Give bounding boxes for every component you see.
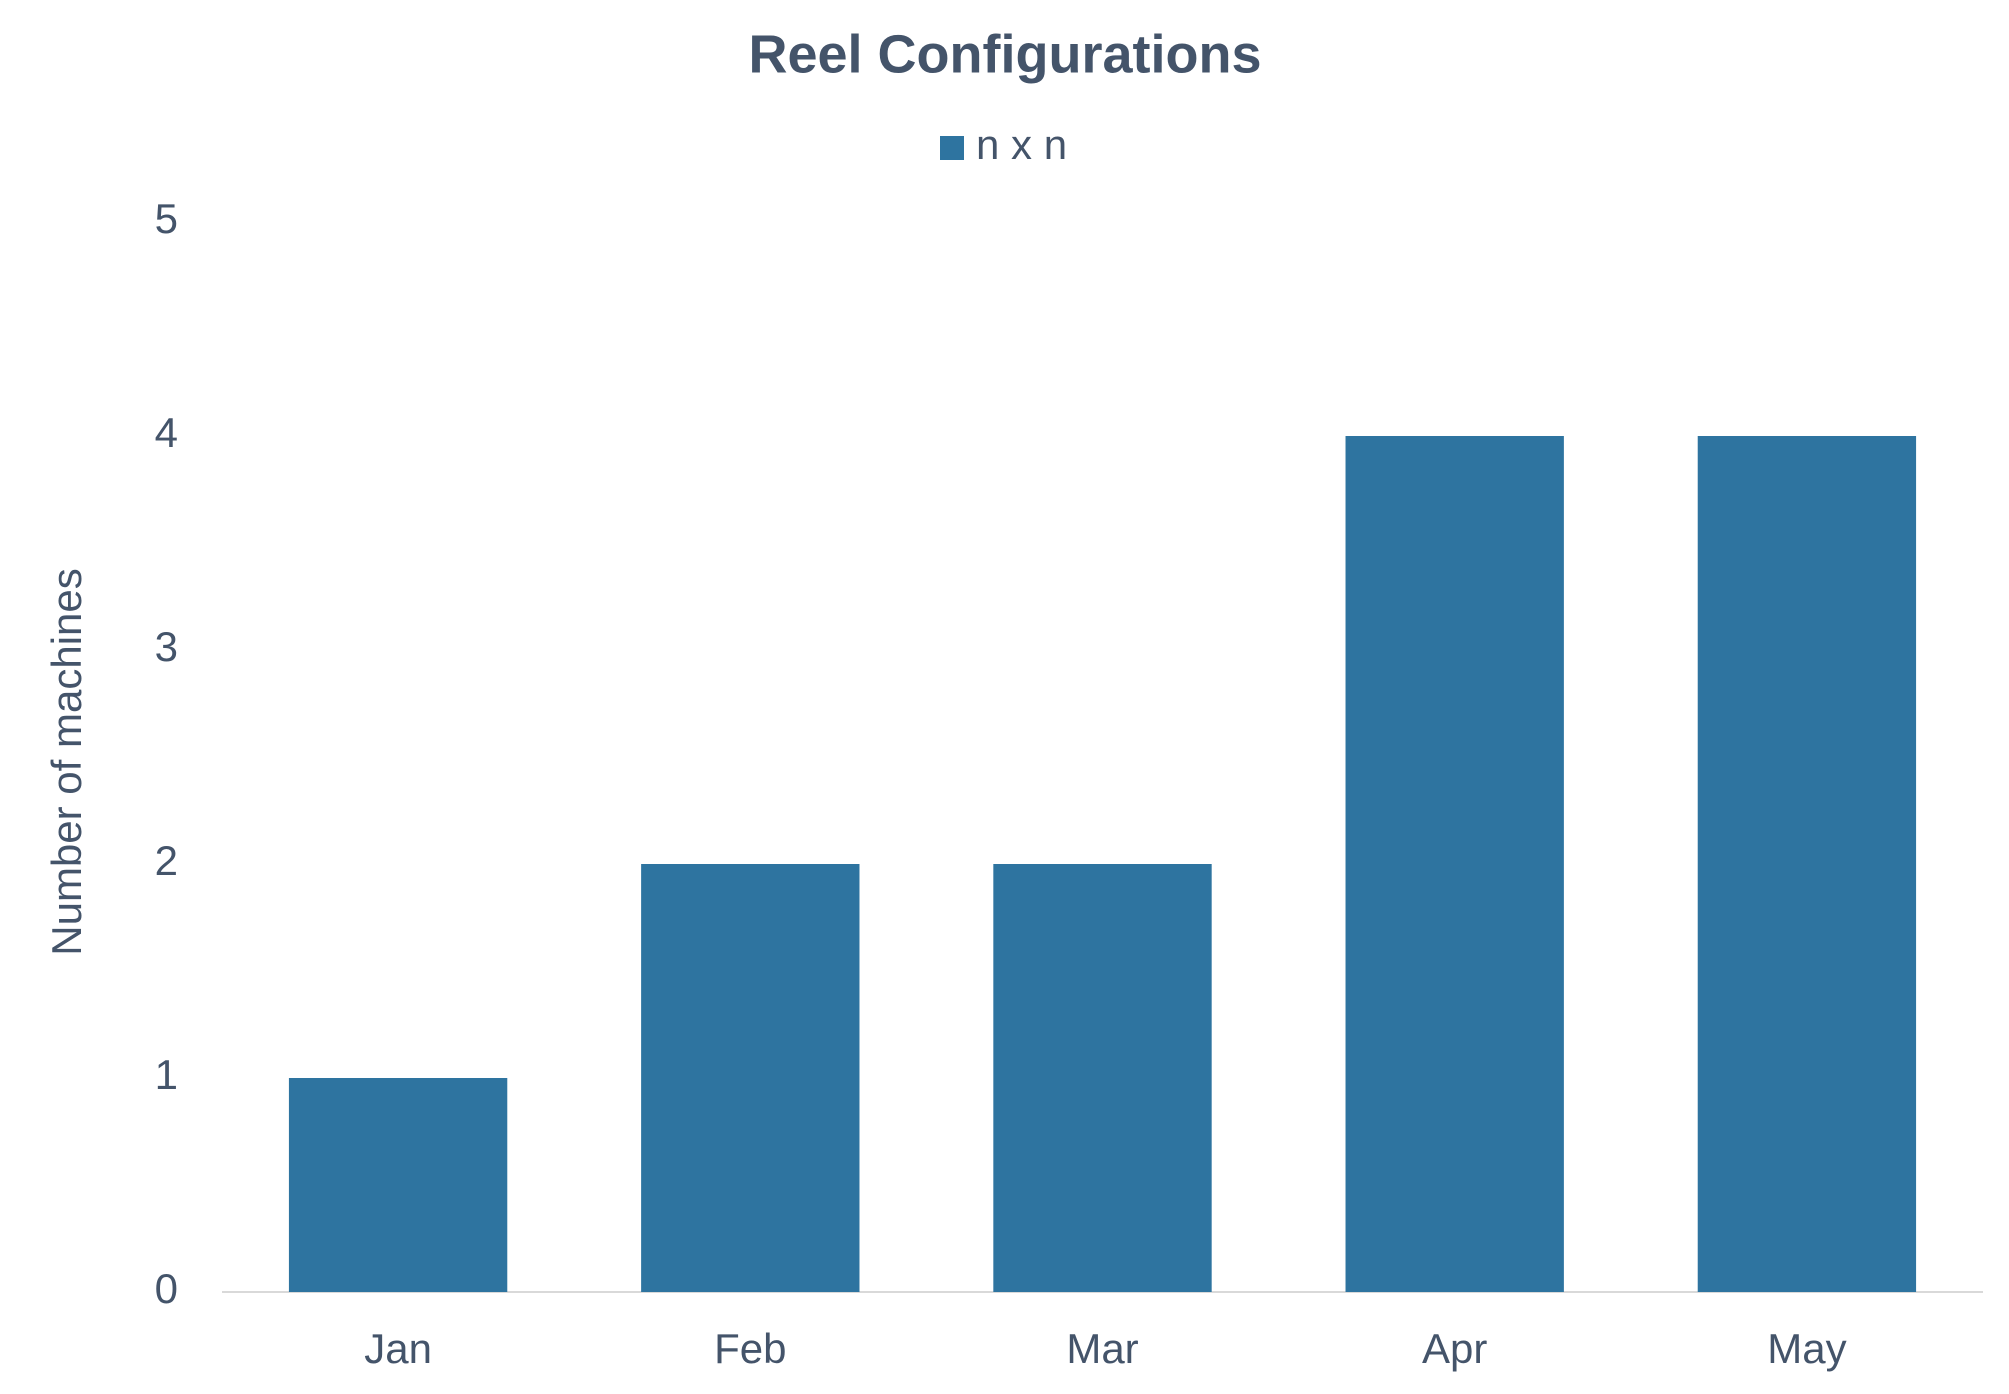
y-tick-label: 2	[155, 837, 178, 884]
x-tick-label: Mar	[1066, 1325, 1138, 1372]
bar	[1697, 436, 1917, 1292]
x-tick-label: Jan	[364, 1325, 432, 1372]
x-tick-label: Apr	[1422, 1325, 1487, 1372]
chart-title: Reel Configurations	[748, 24, 1261, 84]
y-tick-label: 5	[155, 195, 178, 242]
legend-label: n x n	[976, 121, 1067, 168]
y-axis-label: Number of machines	[43, 568, 90, 956]
bar	[1345, 436, 1564, 1292]
y-tick-label: 4	[155, 409, 178, 456]
y-tick-label: 3	[155, 623, 178, 670]
x-tick-label: May	[1767, 1325, 1846, 1372]
bar	[641, 864, 860, 1292]
x-tick-label: Feb	[714, 1325, 786, 1372]
y-tick-label: 0	[155, 1265, 178, 1312]
bar	[993, 864, 1212, 1292]
bar	[288, 1078, 508, 1292]
legend-swatch	[940, 136, 964, 160]
y-tick-label: 1	[155, 1051, 178, 1098]
